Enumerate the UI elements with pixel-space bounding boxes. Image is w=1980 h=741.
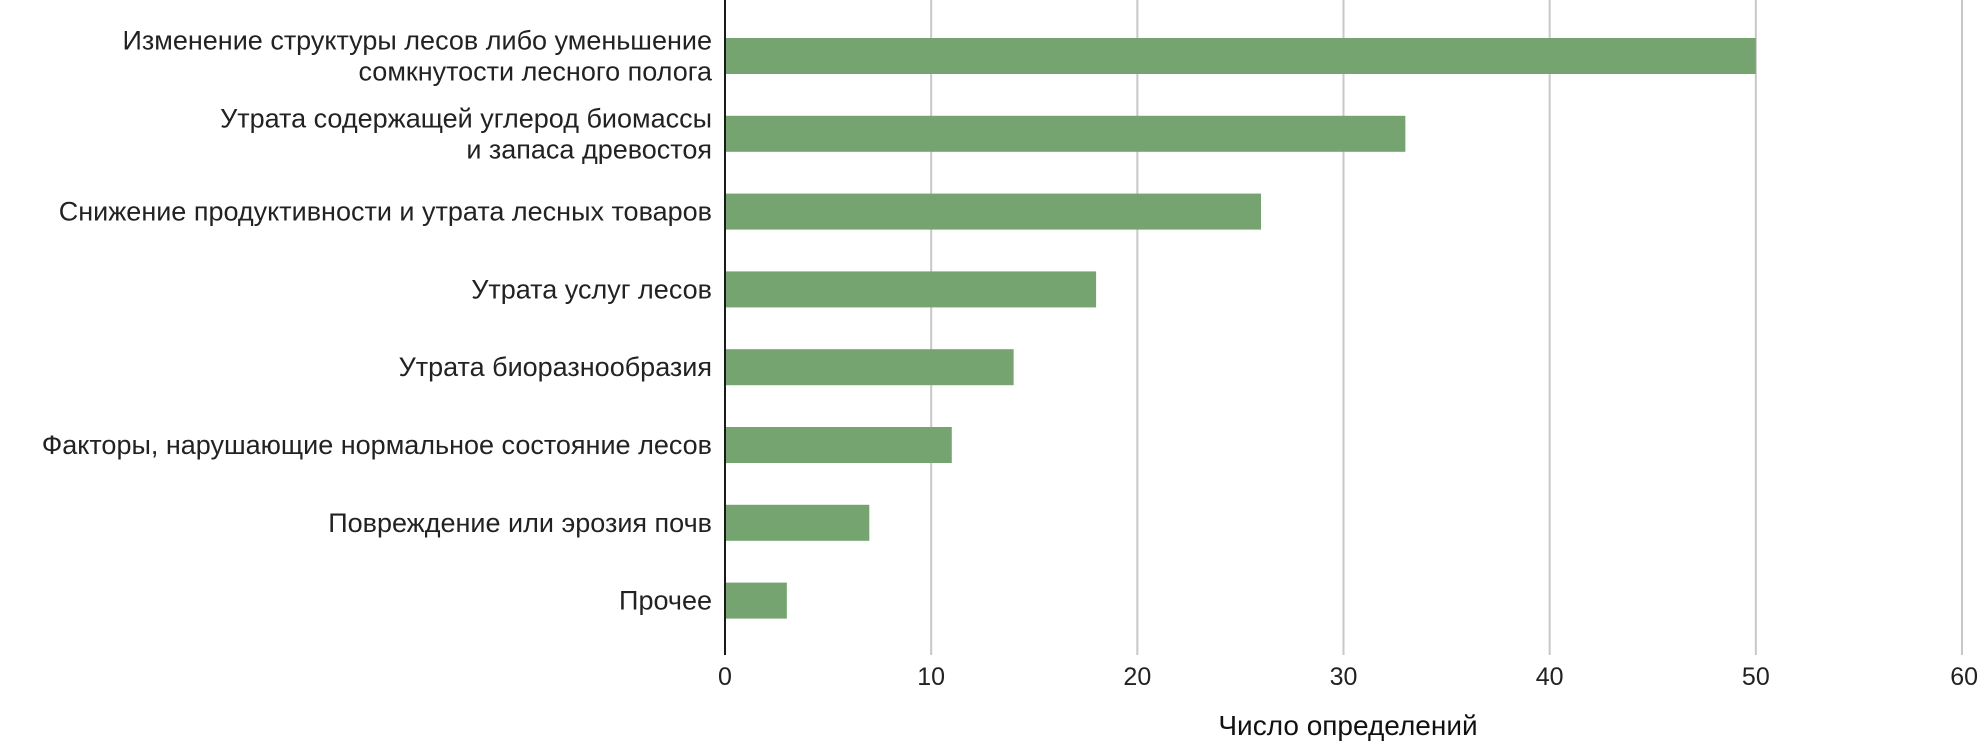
bars <box>725 38 1756 619</box>
category-label-line: Факторы, нарушающие нормальное состояние… <box>42 430 712 460</box>
category-label: Повреждение или эрозия почв <box>328 508 712 538</box>
bar <box>725 271 1097 308</box>
x-tick-labels: 0 10 20 30 40 50 60 <box>718 663 1978 691</box>
category-label: Прочее <box>619 586 712 616</box>
bar <box>725 349 1014 386</box>
category-label: Утрата услуг лесов <box>471 274 712 304</box>
x-tick-label: 0 <box>718 663 732 691</box>
x-tick-label: 40 <box>1536 663 1564 691</box>
bar <box>725 427 952 463</box>
grid-lines <box>930 0 1963 655</box>
category-label-line: Изменение структуры лесов либо уменьшени… <box>123 26 712 56</box>
x-tick-label: 30 <box>1330 663 1358 691</box>
x-axis-title: Число определений <box>1218 710 1477 741</box>
x-tick-label: 10 <box>917 663 945 691</box>
category-label-line: Утрата услуг лесов <box>471 274 712 304</box>
bar <box>725 504 870 541</box>
category-label-line: сомкнутости лесного полога <box>359 57 713 87</box>
category-label-line: Повреждение или эрозия почв <box>328 508 712 538</box>
category-label-line: Утрата содержащей углерод биомассы <box>220 103 712 133</box>
category-label-line: Прочее <box>619 586 712 616</box>
category-label: Изменение структуры лесов либо уменьшени… <box>123 26 713 87</box>
x-tick-label: 20 <box>1123 663 1151 691</box>
category-label-line: и запаса древостоя <box>466 134 712 164</box>
category-label: Факторы, нарушающие нормальное состояние… <box>42 430 712 460</box>
bar <box>725 582 787 619</box>
category-label-line: Утрата биоразнообразия <box>399 352 712 382</box>
category-label: Утрата содержащей углерод биомассы и запа… <box>220 103 712 164</box>
bar <box>725 115 1406 152</box>
x-tick-label: 60 <box>1950 663 1978 691</box>
bar <box>725 193 1262 230</box>
category-label-line: Снижение продуктивности и утрата лесных … <box>59 197 712 227</box>
bar <box>725 38 1756 74</box>
x-tick-label: 50 <box>1742 663 1770 691</box>
category-labels: Изменение структуры лесов либо уменьшени… <box>42 26 713 616</box>
category-label: Утрата биоразнообразия <box>399 352 712 382</box>
category-label: Снижение продуктивности и утрата лесных … <box>59 197 712 227</box>
